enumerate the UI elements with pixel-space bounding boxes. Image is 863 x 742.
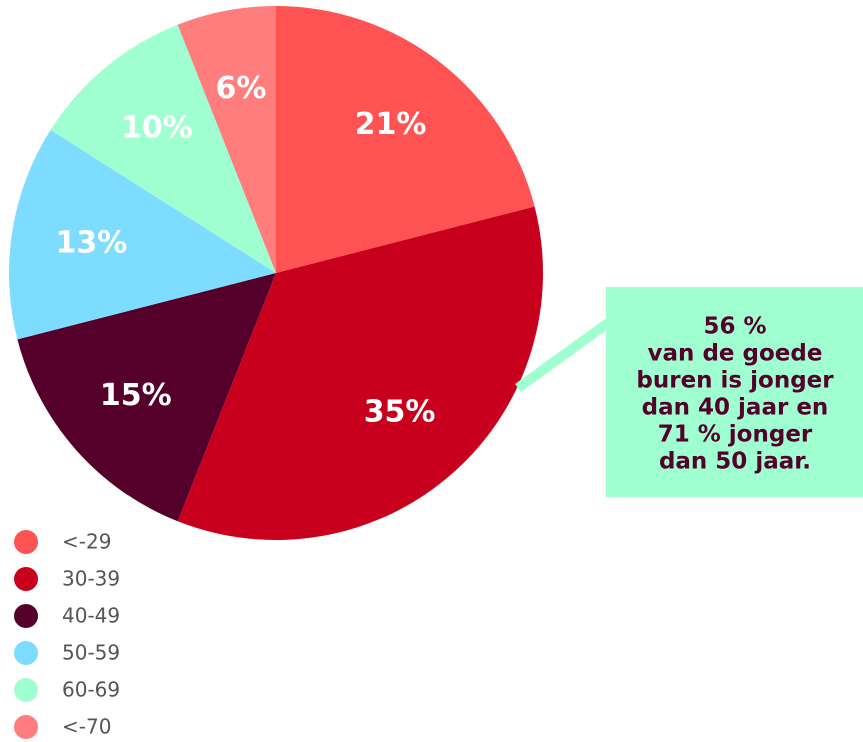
legend-swatch	[14, 567, 38, 591]
pie-slice	[177, 6, 276, 273]
annotation-text: van de goede	[648, 341, 823, 367]
legend-label: 40-49	[62, 604, 120, 628]
data-label: 21%	[355, 107, 427, 142]
legend-label: <-70	[62, 715, 111, 739]
legend-label: <-29	[62, 530, 111, 554]
pie-slice	[177, 206, 543, 541]
annotation-text: dan 50 jaar.	[659, 449, 811, 475]
legend-swatch	[14, 530, 38, 554]
annotation-text: 56 %	[703, 314, 766, 340]
data-label: 13%	[55, 225, 127, 260]
annotation-text: 71 % jonger	[658, 422, 813, 448]
annotation-box	[606, 287, 863, 497]
legend-swatch	[14, 678, 38, 702]
legend-label: 60-69	[62, 678, 120, 702]
pie-slice	[17, 273, 276, 522]
annotation-connector	[515, 315, 615, 393]
legend-swatch	[14, 604, 38, 628]
legend-label: 30-39	[62, 567, 120, 591]
data-label: 10%	[121, 110, 193, 145]
legend-label: 50-59	[62, 641, 120, 665]
pie-slice	[276, 6, 535, 273]
legend-swatch	[14, 715, 38, 739]
pie-slice	[50, 24, 276, 273]
data-label: 15%	[100, 378, 172, 413]
data-label: 35%	[364, 395, 436, 430]
pie-slice	[9, 129, 277, 340]
annotation-text: dan 40 jaar en	[642, 395, 829, 421]
legend-swatch	[14, 641, 38, 665]
data-label: 6%	[216, 71, 267, 106]
annotation-text: buren is jonger	[636, 368, 834, 394]
